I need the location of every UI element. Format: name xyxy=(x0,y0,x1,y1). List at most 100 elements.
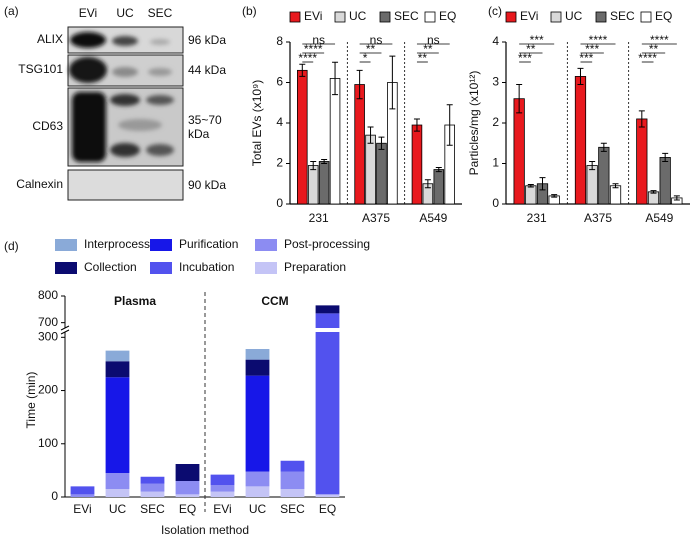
y-axis-label: Particles/mg (x10¹²) xyxy=(467,71,481,176)
bar-segment xyxy=(210,474,235,486)
x-tick-label: SEC xyxy=(280,502,305,516)
x-tick-label: EVi xyxy=(73,502,91,516)
bar-segment xyxy=(245,359,270,376)
legend-label: EQ xyxy=(655,9,672,23)
protein-label: Calnexin xyxy=(16,177,63,191)
significance-label: **** xyxy=(589,33,608,47)
error-bar xyxy=(413,118,420,132)
significance-label: ns xyxy=(312,33,325,47)
significance-label: ns xyxy=(370,33,383,47)
x-tick-label: EQ xyxy=(179,502,196,516)
legend-swatch xyxy=(255,239,277,251)
bar-segment xyxy=(315,313,340,495)
significance-label: ** xyxy=(366,42,376,56)
bar xyxy=(609,185,622,205)
error-bar xyxy=(299,63,306,77)
legend-swatch xyxy=(379,11,391,23)
bar-segment xyxy=(70,486,95,495)
bar-segment xyxy=(105,361,130,378)
y-axis-label: Time (min) xyxy=(24,372,38,429)
legend-swatch xyxy=(550,11,562,23)
y-tick-label: 700 xyxy=(38,315,58,329)
x-tick-label: A375 xyxy=(584,211,612,225)
y-tick-label: 0 xyxy=(51,489,58,503)
x-tick-label: A549 xyxy=(645,211,673,225)
bar-segment xyxy=(105,473,130,490)
legend-label: Purification xyxy=(179,237,238,251)
panel-label: (c) xyxy=(488,4,502,18)
legend-label: UC xyxy=(349,9,367,23)
bar-segment xyxy=(175,494,200,497)
significance-label: ** xyxy=(418,51,428,65)
x-tick-label: UC xyxy=(249,502,267,516)
bar-segment xyxy=(280,489,305,497)
error-bar xyxy=(673,195,680,201)
legend-label: Collection xyxy=(84,260,137,274)
bar xyxy=(659,157,671,205)
error-bar xyxy=(446,104,453,146)
bar-segment xyxy=(210,485,235,492)
error-bar xyxy=(389,55,396,110)
significance-label: *** xyxy=(530,33,544,47)
legend-label: Post-processing xyxy=(284,237,370,251)
size-label: 96 kDa xyxy=(188,33,227,47)
bar-segment xyxy=(245,349,270,360)
bar-segment xyxy=(70,494,95,497)
error-bar xyxy=(600,142,607,152)
significance-label: **** xyxy=(638,51,657,65)
legend-swatch xyxy=(505,11,517,23)
error-bar xyxy=(378,136,385,150)
error-bar xyxy=(332,61,339,96)
error-bar xyxy=(424,179,431,189)
x-tick-label: EQ xyxy=(319,502,336,516)
bar xyxy=(329,78,341,205)
significance-label: ns xyxy=(427,33,440,47)
bar xyxy=(307,165,319,205)
legend-label: SEC xyxy=(610,9,635,23)
y-tick-label: 2 xyxy=(276,156,283,170)
significance-label: **** xyxy=(304,42,323,56)
size-label: 35~70 kDa xyxy=(188,113,222,141)
error-bar xyxy=(662,152,669,162)
bar-segment xyxy=(245,375,270,472)
bar-segment xyxy=(140,483,165,492)
y-tick-label: 4 xyxy=(276,115,283,129)
size-label: 90 kDa xyxy=(188,178,227,192)
significance-label: ** xyxy=(423,42,433,56)
significance-label: ** xyxy=(649,42,659,56)
error-bar xyxy=(516,84,523,114)
legend-label: EVi xyxy=(304,9,322,23)
error-bar xyxy=(527,184,534,188)
error-bar xyxy=(539,177,546,191)
group-label: CCM xyxy=(261,294,288,308)
significance-label: * xyxy=(363,51,368,65)
bar-segment xyxy=(105,377,130,474)
bar-segment xyxy=(140,476,165,484)
x-tick-label: A549 xyxy=(419,211,447,225)
panel-label: (b) xyxy=(242,4,257,18)
legend-label: Incubation xyxy=(179,260,234,274)
legend-swatch xyxy=(595,11,607,23)
legend-swatch xyxy=(55,262,77,274)
error-bar xyxy=(638,110,645,128)
y-tick-label: 0 xyxy=(492,196,499,210)
blot-image xyxy=(67,26,184,201)
legend-label: Preparation xyxy=(284,260,346,274)
x-tick-label: 231 xyxy=(527,211,547,225)
y-tick-label: 2 xyxy=(492,115,499,129)
x-tick-label: SEC xyxy=(140,502,165,516)
lane-label: UC xyxy=(116,6,134,20)
lane-label: SEC xyxy=(148,6,173,20)
error-bar xyxy=(310,160,317,171)
error-bar xyxy=(435,167,442,173)
x-axis-label: Isolation method xyxy=(161,523,249,537)
y-tick-label: 200 xyxy=(38,383,58,397)
group-label: Plasma xyxy=(114,294,156,308)
x-tick-label: UC xyxy=(109,502,127,516)
y-tick-label: 800 xyxy=(38,288,58,302)
y-tick-label: 3 xyxy=(492,75,499,89)
protein-label: CD63 xyxy=(32,119,63,133)
legend-swatch xyxy=(334,11,346,23)
error-bar xyxy=(356,69,363,100)
